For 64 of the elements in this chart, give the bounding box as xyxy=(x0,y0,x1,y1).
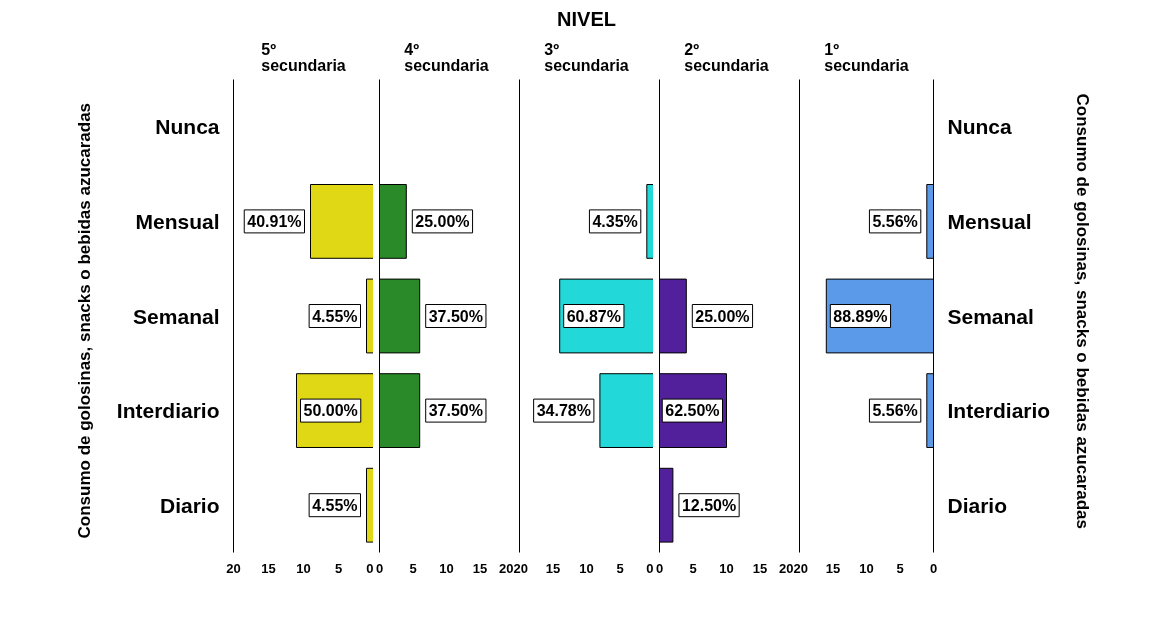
annotation: 37.50% xyxy=(428,307,483,325)
x-tick-label: 0 xyxy=(929,560,938,576)
y-tick-label: Diario xyxy=(159,493,220,517)
annotation: 60.87% xyxy=(566,307,621,325)
annotation: 88.89% xyxy=(833,307,888,325)
x-tick-label: 15 xyxy=(825,560,841,576)
bar xyxy=(310,184,373,259)
annotation: 25.00% xyxy=(415,212,470,230)
x-tick-label: 5 xyxy=(334,560,343,576)
x-tick-label: 10 xyxy=(296,560,311,576)
y-tick-label: Diario xyxy=(947,493,1008,517)
annotation: 12.50% xyxy=(681,496,737,514)
annotation: 34.78% xyxy=(536,402,591,420)
x-tick-label: 15 xyxy=(545,560,561,576)
chart-title: NIVEL xyxy=(557,7,616,30)
x-tick-label: 20 xyxy=(793,560,808,576)
annotation: 4.55% xyxy=(312,307,358,325)
x-tick-label: 15 xyxy=(472,560,488,576)
chart-subtitle: 4º secundaria xyxy=(404,41,489,75)
bar xyxy=(599,373,653,448)
x-tick-label: 5 xyxy=(616,560,624,576)
x-tick-label: 5 xyxy=(689,560,697,576)
x-tick-label: 20 xyxy=(226,560,241,576)
chart-subtitle: 1º secundaria xyxy=(824,41,909,75)
y-tick-label: Semanal xyxy=(133,304,220,328)
annotation: 4.55% xyxy=(312,496,358,514)
x-tick-label: 10 xyxy=(859,560,874,576)
chart-subtitle: 3º secundaria xyxy=(544,41,629,75)
y-tick-label: Nunca xyxy=(155,115,220,139)
annotation: 62.50% xyxy=(665,402,720,420)
x-tick-label: 0 xyxy=(646,560,654,576)
chart-subtitle: 2º secundaria xyxy=(684,41,769,75)
x-tick-label: 15 xyxy=(261,560,276,576)
annotation: 5.56% xyxy=(872,212,918,230)
x-tick-label: 15 xyxy=(752,560,768,576)
x-tick-label: 5 xyxy=(409,560,417,576)
y-tick-label: Mensual xyxy=(135,209,220,233)
y-axis-title: Consumo de golosinas, snacks o bebidas azucaradas xyxy=(74,102,94,539)
x-tick-label: 10 xyxy=(439,560,454,576)
annotation: 5.56% xyxy=(872,402,918,420)
y-tick-label: Interdiario xyxy=(947,399,1051,423)
x-tick-label: 20 xyxy=(779,560,794,576)
x-tick-label: 20 xyxy=(499,560,514,576)
x-tick-label: 10 xyxy=(719,560,734,576)
x-tick-label: 0 xyxy=(375,560,384,576)
y-tick-label: Mensual xyxy=(947,209,1032,233)
bar xyxy=(366,467,373,543)
bar xyxy=(366,278,373,354)
x-tick-label: 20 xyxy=(513,560,528,576)
y-tick-label: Interdiario xyxy=(116,399,220,423)
y-tick-label: Nunca xyxy=(947,115,1012,139)
x-tick-label: 10 xyxy=(579,560,594,576)
y2-axis-title: Consumo de golosinas, snacks o bebidas azucaradas xyxy=(1073,93,1093,530)
annotation: 25.00% xyxy=(695,307,750,325)
y-tick-label: Semanal xyxy=(947,304,1034,328)
x-tick-label: 0 xyxy=(366,560,374,576)
annotation: 40.91% xyxy=(247,212,302,230)
annotation: 37.50% xyxy=(428,402,483,420)
bar xyxy=(646,184,653,259)
x-tick-label: 0 xyxy=(655,560,664,576)
annotation: 50.00% xyxy=(303,402,358,420)
annotation: 4.35% xyxy=(592,212,638,230)
chart-subtitle: 5º secundaria xyxy=(261,41,346,75)
x-tick-label: 5 xyxy=(896,560,904,576)
